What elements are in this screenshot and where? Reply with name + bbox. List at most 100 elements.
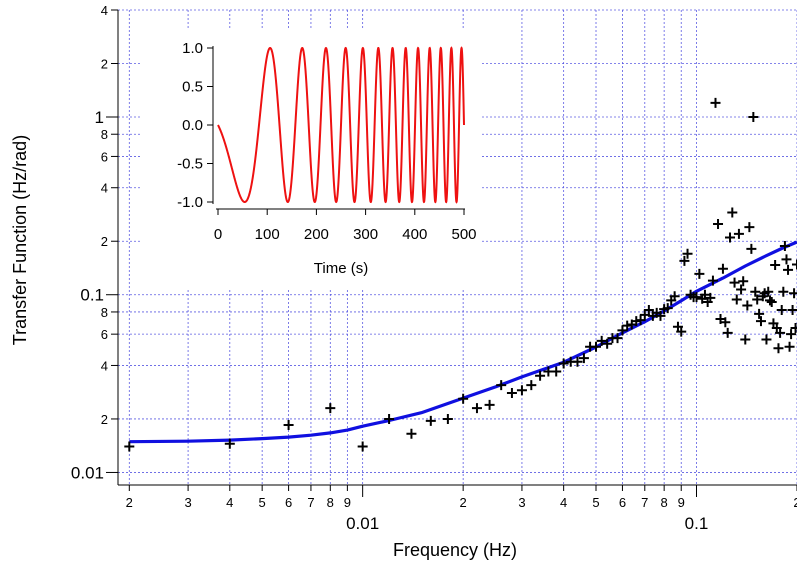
- main-data-point: [736, 284, 747, 295]
- main-y-minor-tick-label: 8: [101, 127, 108, 142]
- main-data-point: [748, 112, 759, 123]
- main-data-point: [764, 295, 775, 306]
- main-data-point: [779, 241, 790, 252]
- main-data-point: [596, 335, 607, 346]
- inset-x-tick-label: 200: [304, 226, 329, 243]
- main-data-point: [746, 243, 757, 254]
- main-data-point: [612, 333, 623, 344]
- main-data-point: [742, 300, 753, 311]
- main-x-minor-tick-label: 4: [226, 495, 233, 510]
- main-data-point: [506, 387, 517, 398]
- main-fit-line: [129, 240, 797, 444]
- main-data-point: [790, 322, 797, 333]
- main-data-point: [775, 327, 786, 338]
- main-data-point: [325, 403, 336, 414]
- main-y-major-tick-label: 0.01: [71, 463, 104, 482]
- main-data-point: [727, 207, 738, 218]
- main-data-point: [622, 320, 633, 331]
- main-data-point: [124, 441, 135, 452]
- main-x-minor-tick-label: 8: [661, 495, 668, 510]
- main-x-minor-tick-label: 2: [460, 495, 467, 510]
- main-x-minor-tick-label: 5: [259, 495, 266, 510]
- main-data-point: [442, 413, 453, 424]
- main-data-point: [725, 232, 736, 243]
- main-data-point: [710, 97, 721, 108]
- main-data-point: [679, 255, 690, 266]
- main-y-axis-title: Transfer Function (Hz/rad): [10, 135, 30, 345]
- main-x-major-tick-label: 0.01: [346, 514, 379, 533]
- main-y-major-tick-label: 0.1: [80, 286, 104, 305]
- main-data-point: [526, 380, 537, 391]
- main-y-minor-tick-label: 4: [101, 3, 108, 18]
- main-y-major-tick-label: 1: [95, 108, 104, 127]
- inset-chirp-line: [217, 46, 465, 204]
- main-data-point: [776, 305, 787, 316]
- main-x-minor-tick-label: 3: [184, 495, 191, 510]
- main-fit-line-group: [129, 240, 797, 444]
- main-data-point: [766, 297, 777, 308]
- main-data-point: [740, 334, 751, 345]
- main-data-point: [705, 292, 716, 303]
- main-x-minor-tick-label: 7: [641, 495, 648, 510]
- inset-y-tick-label: -0.5: [177, 156, 203, 173]
- inset-y-tick-label: 1.0: [182, 40, 203, 57]
- main-x-minor-tick-label: 2: [126, 495, 133, 510]
- main-x-minor-tick-label: 6: [619, 495, 626, 510]
- inset-y-tick-label: -1.0: [177, 194, 203, 211]
- main-data-point: [669, 291, 680, 302]
- main-data-point: [729, 277, 740, 288]
- inset-x-axis-title: Time (s): [314, 260, 368, 277]
- main-data-point: [591, 341, 602, 352]
- main-x-minor-tick-label: 3: [518, 495, 525, 510]
- main-data-point: [707, 275, 718, 286]
- main-data-point: [425, 415, 436, 426]
- main-data-point: [773, 343, 784, 354]
- inset-series-group: [217, 46, 465, 204]
- main-data-point: [691, 292, 702, 303]
- main-data-point: [717, 263, 728, 274]
- main-data-point: [662, 303, 673, 314]
- main-y-minor-tick-label: 2: [101, 412, 108, 427]
- main-x-minor-tick-label: 9: [678, 495, 685, 510]
- main-y-minor-tick-label: 4: [101, 181, 108, 196]
- main-data-point: [752, 294, 763, 305]
- main-data-point: [458, 393, 469, 404]
- main-x-axis-title: Frequency (Hz): [393, 540, 517, 560]
- main-data-point: [770, 259, 781, 270]
- main-data-point: [755, 316, 766, 327]
- main-data-point: [738, 276, 749, 287]
- main-x-minor-tick-label: 8: [327, 495, 334, 510]
- main-data-point: [384, 413, 395, 424]
- main-data-point: [357, 441, 368, 452]
- main-y-minor-tick-label: 6: [101, 149, 108, 164]
- main-data-point: [471, 403, 482, 414]
- main-data-point: [551, 366, 562, 377]
- main-x-minor-tick-label: 5: [592, 495, 599, 510]
- main-data-point: [535, 370, 546, 381]
- main-data-point: [744, 222, 755, 233]
- main-y-minor-tick-label: 2: [101, 57, 108, 72]
- main-data-point: [783, 264, 794, 275]
- main-data-point: [283, 419, 294, 430]
- main-data-point: [676, 326, 687, 337]
- main-data-point: [496, 380, 507, 391]
- main-data-point: [754, 308, 765, 319]
- main-data-point: [558, 358, 569, 369]
- main-data-point: [484, 399, 495, 410]
- main-data-point: [781, 254, 792, 265]
- main-data-point: [572, 356, 583, 367]
- main-y-minor-tick-label: 6: [101, 327, 108, 342]
- main-y-minor-tick-label: 4: [101, 358, 108, 373]
- main-data-point: [778, 286, 789, 297]
- main-data-point: [602, 338, 613, 349]
- main-x-minor-tick-label: 6: [285, 495, 292, 510]
- main-y-minor-tick-label: 8: [101, 305, 108, 320]
- main-data-point: [635, 315, 646, 326]
- main-data-point: [682, 248, 693, 259]
- inset-y-tick-label: 0.5: [182, 79, 203, 96]
- main-data-point: [731, 294, 742, 305]
- main-x-minor-tick-label: 4: [560, 495, 567, 510]
- inset-y-tick-label: 0.0: [182, 117, 203, 134]
